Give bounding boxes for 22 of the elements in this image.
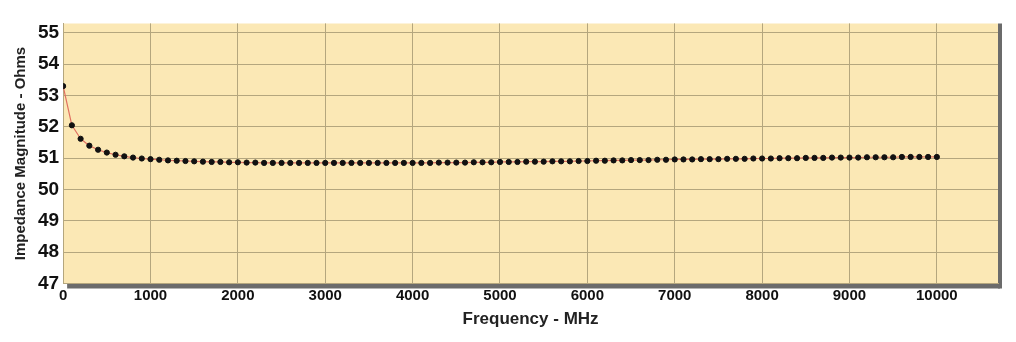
x-tick-label: 0 xyxy=(58,285,68,303)
x-tick-label: 5000 xyxy=(483,285,517,303)
x-tick-label: 4000 xyxy=(395,285,430,303)
y-tick-label: 53 xyxy=(37,83,60,105)
x-tick-label: 7000 xyxy=(658,285,692,303)
y-tick-label: 49 xyxy=(37,209,60,231)
y-tick-label: 54 xyxy=(37,52,60,74)
x-axis-title: Frequency - MHz xyxy=(462,309,599,329)
x-tick-label: 6000 xyxy=(570,285,605,303)
y-tick-label: 55 xyxy=(37,21,60,43)
y-tick-label: 47 xyxy=(37,271,60,293)
x-tick-label: 9000 xyxy=(832,285,867,303)
x-tick-label: 10000 xyxy=(915,285,958,303)
x-tick-label: 3000 xyxy=(308,285,342,303)
y-tick-label: 48 xyxy=(37,240,60,262)
y-tick-label: 52 xyxy=(37,115,60,137)
x-tick-label: 8000 xyxy=(745,285,779,303)
y-tick-label: 50 xyxy=(37,177,60,199)
y-axis-title: Impedance Magnitude - Ohms xyxy=(11,46,29,261)
y-tick-label: 51 xyxy=(37,146,60,168)
x-tick-label: 1000 xyxy=(133,285,168,303)
x-tick-label: 2000 xyxy=(221,285,255,303)
